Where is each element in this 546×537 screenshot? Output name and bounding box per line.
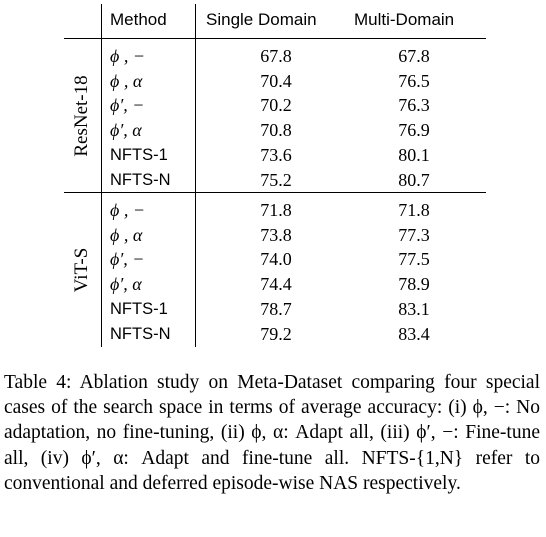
single-domain-cell: 67.8 (260, 46, 292, 66)
header-method: Method (110, 10, 167, 29)
single-domain-cell: 70.4 (260, 70, 292, 91)
multi-domain-cell: 83.4 (398, 323, 430, 344)
multi-domain-cell: 76.3 (398, 95, 430, 116)
multi-domain-cell: 77.3 (398, 224, 430, 245)
method-cell: ϕ′, α (110, 120, 142, 141)
single-domain-cell: 75.2 (260, 169, 292, 190)
group-label-vit-s: ViT-S (71, 247, 92, 293)
method-cell: ϕ , α (110, 224, 143, 245)
column-separator-1 (101, 4, 102, 347)
header-rule (64, 38, 486, 39)
single-domain-cell: 71.8 (260, 200, 292, 220)
multi-domain-cell: 77.5 (398, 249, 430, 270)
single-domain-cell: 73.6 (260, 144, 292, 165)
method-cell: NFTS-1 (110, 145, 168, 164)
method-cell: ϕ , α (110, 70, 143, 91)
multi-domain-cell: 76.9 (398, 120, 430, 141)
multi-domain-cell: 80.7 (398, 169, 430, 190)
single-domain-cell: 73.8 (260, 224, 292, 245)
method-cell: ϕ′, − (110, 249, 145, 270)
multi-domain-cell: 80.1 (398, 144, 430, 165)
multi-domain-cell: 78.9 (398, 274, 430, 295)
multi-domain-cell: 76.5 (398, 70, 430, 91)
table-caption: Table 4: Ablation study on Meta-Dataset … (4, 372, 540, 494)
group-label-resnet18: ResNet-18 (71, 75, 92, 157)
header-multi-domain: Multi-Domain (354, 10, 455, 29)
method-cell: ϕ , − (110, 200, 145, 220)
column-separator-2 (195, 4, 196, 347)
single-domain-cell: 70.2 (260, 95, 292, 116)
method-cell: ϕ′, α (110, 274, 142, 295)
header-single-domain: Single Domain (206, 10, 317, 29)
multi-domain-cell: 67.8 (398, 46, 430, 66)
method-cell: NFTS-N (110, 170, 171, 189)
single-domain-cell: 74.0 (260, 249, 292, 270)
method-cell: ϕ , − (110, 46, 145, 66)
single-domain-cell: 78.7 (260, 298, 292, 319)
multi-domain-cell: 71.8 (398, 200, 430, 220)
multi-domain-cell: 83.1 (398, 298, 430, 319)
method-cell: NFTS-1 (110, 299, 168, 318)
single-domain-cell: 74.4 (260, 274, 292, 295)
single-domain-cell: 70.8 (260, 120, 292, 141)
method-cell: ϕ′, − (110, 95, 145, 116)
single-domain-cell: 79.2 (260, 323, 292, 344)
group-separator-rule (64, 192, 486, 193)
method-cell: NFTS-N (110, 324, 171, 343)
